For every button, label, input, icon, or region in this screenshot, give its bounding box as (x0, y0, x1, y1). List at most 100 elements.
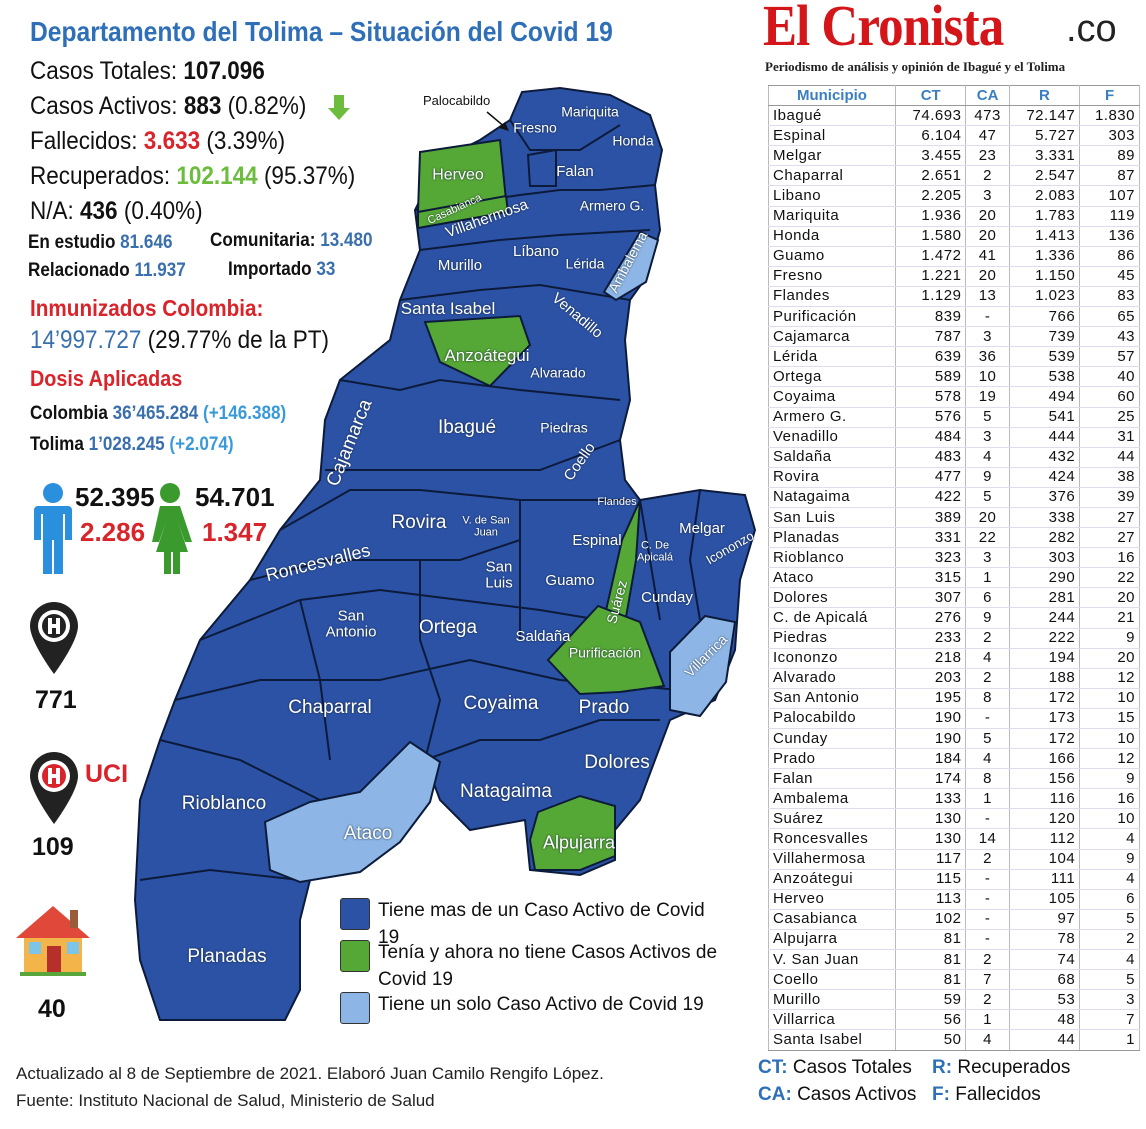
table-row: Melgar 3.455 23 3.331 89 (768, 145, 1140, 167)
table-cell: 576 (894, 407, 967, 428)
stat-recovered: Recuperados: 102.144 (95.37%) (30, 162, 355, 191)
table-cell: 338 (1008, 507, 1081, 529)
table-cell: San Antonio (768, 688, 896, 709)
table-cell: 2.547 (1008, 165, 1081, 187)
hospital-pin (30, 602, 78, 674)
table-cell: 6 (965, 587, 1010, 609)
value: 436 (80, 197, 118, 225)
label: Comunitaria: (210, 230, 316, 251)
table-cell: 78 (1008, 929, 1081, 951)
table-cell: 20 (965, 206, 1010, 227)
table-row: Coyaima 578 19 494 60 (768, 386, 1140, 408)
stat-study: En estudio 81.646 (28, 232, 172, 254)
table-cell: 8 (965, 688, 1010, 709)
delta: (+2.074) (169, 434, 234, 455)
table-cell: 116 (1008, 788, 1081, 810)
label: Casos Totales: (30, 57, 178, 85)
table-cell: Venadillo (768, 427, 896, 448)
table-cell: - (965, 306, 1010, 328)
table-cell: - (965, 869, 1010, 890)
table-cell: 222 (1008, 628, 1081, 649)
table-cell: 389 (894, 507, 967, 529)
table-cell: Coello (768, 969, 896, 991)
table-cell: 120 (1008, 808, 1081, 830)
table-cell: C. de Apicalá (768, 607, 896, 629)
abbreviation-label: Casos Totales (792, 1057, 912, 1078)
doses-title: Dosis Aplicadas (30, 366, 183, 391)
table-cell: Palocabildo (768, 708, 896, 730)
table-cell: 117 (894, 849, 967, 870)
table-row: Purificación 839-766 65 (768, 306, 1140, 328)
table-cell: 44 (1079, 447, 1140, 468)
table-cell: 1.150 (1008, 266, 1081, 287)
label: Importado (228, 259, 312, 280)
table-cell: 203 (894, 668, 967, 689)
doses-tolima: Tolima 1’028.245 (+2.074) (30, 434, 234, 456)
label: Colombia (30, 403, 108, 424)
table-cell: 115 (894, 869, 967, 890)
table-cell: 303 (1079, 125, 1140, 147)
table-cell: 1.023 (1008, 286, 1081, 308)
table-row: Suárez 130-120 10 (768, 808, 1140, 830)
stat-na: N/A: 436 (0.40%) (30, 197, 203, 226)
table-row: San Antonio 195 8 172 10 (768, 688, 1140, 709)
table-cell: 483 (894, 447, 967, 468)
table-row: Falan 174 8 156 9 (768, 768, 1140, 790)
table-cell: Natagaima (768, 487, 896, 508)
table-cell: Espinal (768, 125, 896, 147)
table-cell: 5 (965, 728, 1010, 750)
table-cell: 25 (1079, 407, 1140, 428)
table-cell: 44 (1008, 1029, 1081, 1051)
stat-total: Casos Totales: 107.096 (30, 57, 265, 86)
region-label: Cunday (641, 589, 693, 607)
table-cell: 315 (894, 567, 967, 589)
table-cell: 130 (894, 808, 967, 830)
table-cell: 195 (894, 688, 967, 709)
table-cell: 2 (965, 849, 1010, 870)
vaccination-total: 14’997.727 (29.77% de la PT) (30, 326, 329, 355)
abbreviation-label: Casos Activos (797, 1084, 917, 1105)
region-label: Coyaima (463, 693, 539, 715)
table-cell: 72.147 (1008, 105, 1081, 127)
table-cell: 1.336 (1008, 246, 1081, 267)
table-cell: 83 (1079, 286, 1140, 308)
table-cell: Coyaima (768, 386, 896, 408)
column-header: CT (894, 84, 967, 107)
table-cell: 4 (1079, 869, 1140, 890)
table-cell: 839 (894, 306, 967, 328)
table-cell: Fresno (768, 266, 896, 287)
table-cell: 7 (1079, 1009, 1140, 1031)
table-row: Ortega 589 10 538 40 (768, 366, 1140, 388)
table-cell: 1.580 (894, 226, 967, 247)
table-cell: 48 (1008, 1009, 1081, 1031)
table-cell: 281 (1008, 587, 1081, 609)
pct: (0.82%) (227, 92, 307, 120)
table-row: Santa Isabel 50 4 44 1 (768, 1029, 1140, 1051)
table-row: Espinal 6.104 47 5.727 303 (768, 125, 1140, 147)
table-cell: 60 (1079, 386, 1140, 408)
table-cell: Santa Isabel (768, 1029, 896, 1051)
region-label: Alvarado (530, 364, 586, 381)
table-cell: 12 (1079, 668, 1140, 689)
down-arrow (328, 95, 350, 120)
table-cell: 174 (894, 768, 967, 790)
table-cell: 172 (1008, 688, 1081, 709)
table-cell: Ibagué (768, 105, 896, 127)
value: 107.096 (183, 57, 265, 85)
table-cell: 19 (965, 386, 1010, 408)
region-label: Murillo (437, 257, 483, 275)
table-cell: 307 (894, 587, 967, 609)
table-cell: 2 (1079, 929, 1140, 951)
table-cell: 323 (894, 547, 967, 569)
legend-swatch (340, 940, 370, 972)
table-cell: Saldaña (768, 447, 896, 468)
table-row: Anzoátegui 115-111 4 (768, 869, 1140, 890)
region-label: San Luis (485, 558, 513, 591)
municipal-boundaries (139, 119, 701, 881)
table-cell: 86 (1079, 246, 1140, 267)
table-cell: 444 (1008, 427, 1081, 448)
table-cell: Villarrica (768, 1009, 896, 1031)
stat-active: Casos Activos: 883 (0.82%) (30, 92, 306, 121)
table-cell: Suárez (768, 808, 896, 830)
column-header: Municipio (768, 84, 896, 107)
